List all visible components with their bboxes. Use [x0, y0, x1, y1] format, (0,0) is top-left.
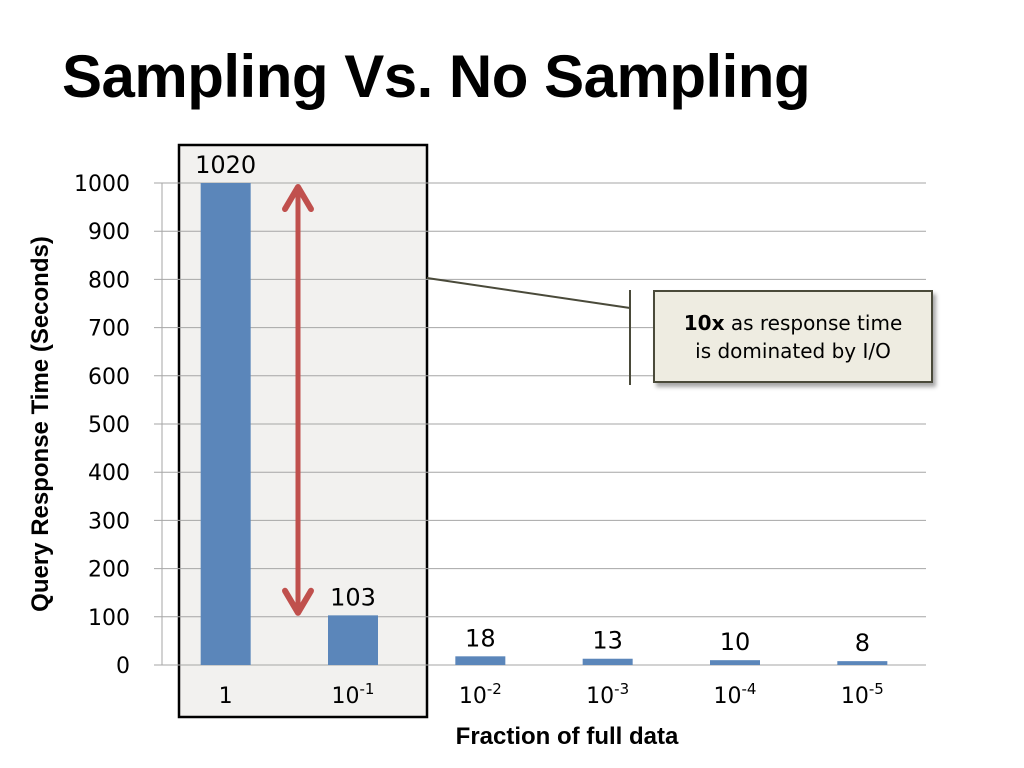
callout-text: as response time [724, 310, 903, 335]
y-tick-label: 700 [88, 317, 130, 342]
x-tick-label: 10-5 [841, 680, 884, 709]
x-tick-label: 10-4 [714, 680, 757, 709]
y-tick-label: 300 [88, 509, 130, 534]
bar [455, 656, 506, 665]
bar [710, 660, 760, 665]
y-tick-label: 400 [88, 461, 130, 486]
x-tick-label: 10-2 [459, 680, 502, 709]
data-label: 8 [855, 629, 870, 657]
bar [328, 615, 378, 665]
x-tick-label: 1 [219, 684, 233, 709]
y-tick-label: 500 [88, 413, 130, 438]
y-tick-label: 200 [88, 558, 130, 583]
y-tick-label: 600 [88, 365, 130, 390]
data-label: 10 [720, 628, 751, 656]
callout-box: 10x as response time is dominated by I/O [653, 290, 933, 383]
y-tick-label: 800 [88, 268, 130, 293]
bar [582, 658, 633, 665]
arrow-head-bottom [282, 587, 314, 616]
y-tick-label: 0 [116, 654, 130, 679]
callout-leader [426, 277, 631, 309]
bar [200, 183, 251, 665]
slide-title: Sampling Vs. No Sampling [62, 43, 811, 110]
y-tick-label: 100 [88, 606, 130, 631]
bar [837, 661, 888, 665]
callout-line-2: is dominated by I/O [695, 338, 891, 363]
x-axis-title: Fraction of full data [456, 723, 679, 750]
arrow-head-top [282, 184, 314, 212]
data-label: 103 [330, 583, 376, 611]
data-label: 18 [465, 624, 496, 652]
y-axis-title: Query Response Time (Seconds) [27, 236, 54, 612]
callout-bold-text: 10x [683, 310, 725, 335]
x-tick-label: 10-3 [586, 680, 629, 709]
data-label: 13 [592, 627, 623, 655]
y-tick-label: 900 [88, 220, 130, 245]
x-tick-label: 10-1 [332, 680, 375, 709]
y-tick-label: 1000 [74, 172, 130, 197]
data-label: 1020 [195, 151, 256, 179]
callout-line-1: 10x as response time [684, 309, 903, 337]
